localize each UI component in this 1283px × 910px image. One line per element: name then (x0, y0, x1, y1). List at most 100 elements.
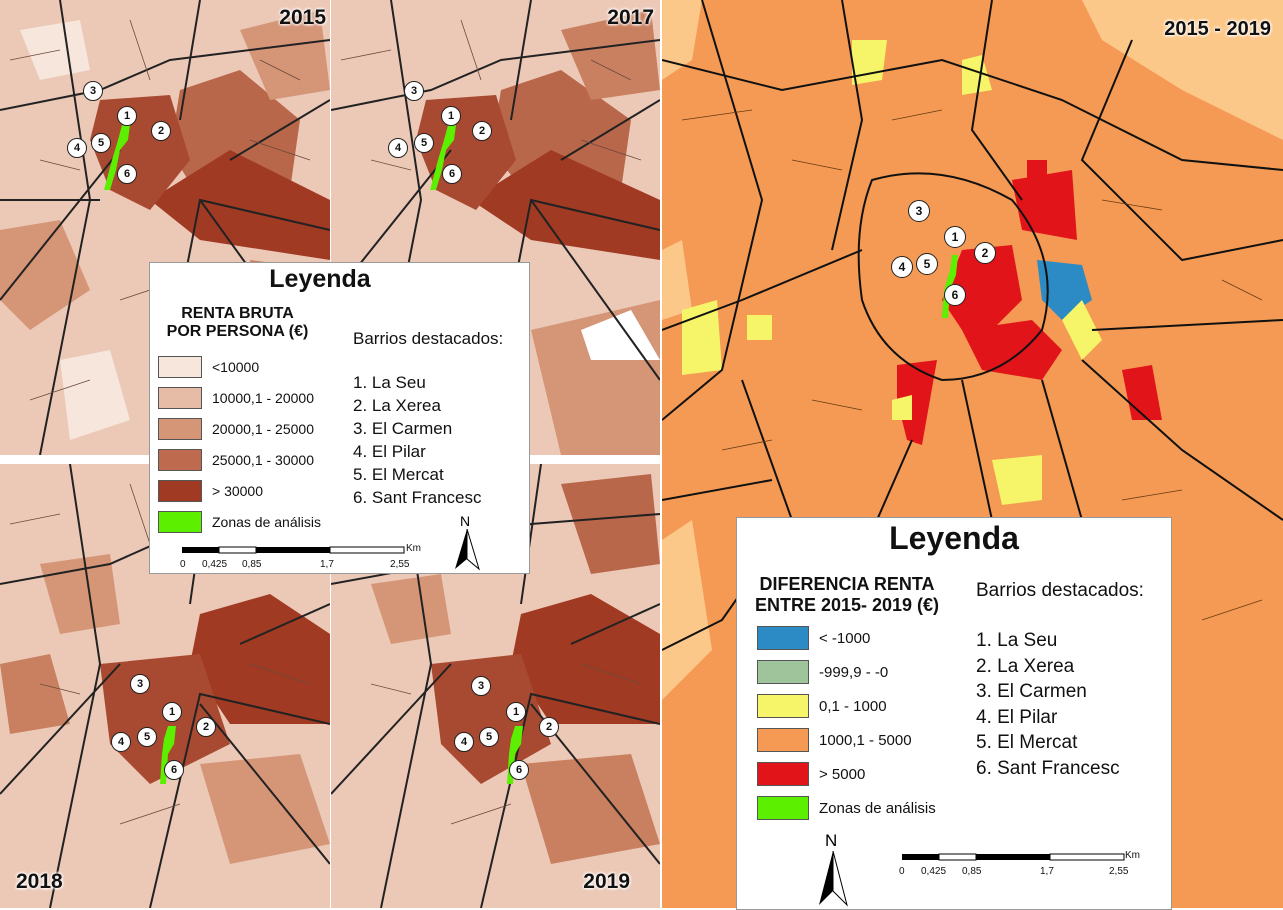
legend-swatch (158, 449, 202, 471)
legend-swatch (158, 418, 202, 440)
barrio-item: 3. El Carmen (976, 681, 1087, 702)
neighbourhood-marker-3: 3 (908, 200, 930, 222)
legend-class-row: 1000,1 - 5000 (757, 728, 912, 752)
legend-swatch (757, 728, 809, 752)
legend-swatch (158, 387, 202, 409)
scale-bar (182, 546, 405, 554)
legend-swatch (757, 626, 809, 650)
year-label-2017: 2017 (607, 6, 654, 29)
neighbourhood-marker-2: 2 (196, 717, 216, 737)
neighbourhood-marker-5: 5 (916, 253, 938, 275)
neighbourhood-marker-6: 6 (117, 164, 137, 184)
scale-bar (902, 853, 1125, 861)
legend-subtitle: RENTA BRUTA POR PERSONA (€) (150, 305, 325, 342)
scale-tick-0: 0 (180, 559, 186, 570)
legend-title: Leyenda (269, 265, 371, 293)
legend-class-row: 20000,1 - 25000 (158, 418, 314, 440)
legend-class-label: Zonas de análisis (819, 799, 936, 817)
neighbourhood-marker-4: 4 (388, 138, 408, 158)
legend-class-label: 25000,1 - 30000 (212, 452, 314, 468)
barrio-item: 6. Sant Francesc (976, 757, 1120, 779)
scale-unit: Km (1125, 850, 1140, 861)
legend-class-row: Zonas de análisis (158, 511, 321, 533)
neighbourhood-marker-2: 2 (974, 242, 996, 264)
legend-class-row: -999,9 - -0 (757, 660, 888, 684)
neighbourhood-marker-1: 1 (944, 226, 966, 248)
neighbourhood-marker-5: 5 (479, 727, 499, 747)
barrio-item: 2. La Xerea (976, 655, 1075, 677)
neighbourhood-marker-3: 3 (130, 674, 150, 694)
legend-class-row: > 5000 (757, 762, 865, 786)
legend-class-label: < -1000 (819, 629, 871, 647)
neighbourhood-marker-3: 3 (471, 676, 491, 696)
neighbourhood-marker-6: 6 (944, 284, 966, 306)
neighbourhood-marker-5: 5 (414, 133, 434, 153)
scale-tick-2: 0,85 (962, 866, 982, 877)
legend-title: Leyenda (889, 520, 1019, 556)
barrios-title: Barrios destacados: (353, 329, 504, 348)
legend-class-label: > 30000 (212, 483, 263, 499)
scale-tick-4: 2,55 (1109, 866, 1129, 877)
north-arrow-icon (455, 529, 480, 571)
legend-class-row: < -1000 (757, 626, 870, 650)
neighbourhood-marker-2: 2 (472, 121, 492, 141)
legend-swatch (757, 796, 809, 820)
legend-swatch (158, 511, 202, 533)
legend-class-label: 1000,1 - 5000 (819, 731, 912, 749)
legend-class-row: > 30000 (158, 480, 263, 502)
year-label-diff: 2015 - 2019 (1164, 18, 1271, 40)
legend-class-row: 10000,1 - 20000 (158, 387, 314, 409)
neighbourhood-marker-5: 5 (91, 133, 111, 153)
neighbourhood-marker-3: 3 (83, 81, 103, 101)
neighbourhood-marker-6: 6 (509, 760, 529, 780)
neighbourhood-marker-6: 6 (164, 760, 184, 780)
barrio-item: 2. La Xerea (353, 396, 441, 415)
scale-unit: Km (406, 543, 421, 554)
year-label-2019: 2019 (583, 870, 630, 893)
neighbourhood-marker-5: 5 (137, 727, 157, 747)
year-label-2015: 2015 (279, 6, 326, 29)
neighbourhood-marker-4: 4 (111, 732, 131, 752)
neighbourhood-marker-4: 4 (67, 138, 87, 158)
north-label: N (825, 831, 838, 850)
legend-swatch (158, 356, 202, 378)
neighbourhood-marker-1: 1 (506, 702, 526, 722)
legend-class-row: 25000,1 - 30000 (158, 449, 314, 471)
legend-class-label: > 5000 (819, 765, 866, 783)
north-arrow-icon (819, 851, 848, 907)
scale-tick-1: 0,425 (921, 866, 947, 877)
legend-subtitle: DIFERENCIA RENTA ENTRE 2015- 2019 (€) (737, 574, 957, 615)
legend-subtitle-line2: POR PERSONA (€) (166, 323, 309, 341)
legend-class-label: 20000,1 - 25000 (212, 421, 314, 437)
neighbourhood-marker-6: 6 (442, 164, 462, 184)
barrio-item: 1. La Seu (353, 373, 426, 392)
neighbourhood-marker-4: 4 (454, 732, 474, 752)
neighbourhood-marker-3: 3 (404, 81, 424, 101)
scale-tick-1: 0,425 (202, 559, 228, 570)
barrio-item: 3. El Carmen (353, 419, 453, 438)
legend-swatch (158, 480, 202, 502)
year-label-2018: 2018 (16, 870, 63, 893)
barrios-title: Barrios destacados: (976, 580, 1144, 601)
barrio-item: 4. El Pilar (353, 442, 426, 461)
legend-class-row: 0,1 - 1000 (757, 694, 887, 718)
neighbourhood-marker-4: 4 (891, 256, 913, 278)
legend-subtitle-line1: RENTA BRUTA (181, 305, 294, 322)
barrio-item: 1. La Seu (976, 630, 1058, 651)
barrio-item: 4. El Pilar (976, 706, 1058, 728)
north-arrow: N (815, 831, 851, 907)
map-2018 (0, 464, 330, 908)
scale-tick-4: 2,55 (390, 559, 410, 570)
scale-tick-2: 0,85 (242, 559, 262, 570)
scale-tick-0: 0 (899, 866, 905, 877)
neighbourhood-marker-2: 2 (151, 121, 171, 141)
legend-subtitle-line2: ENTRE 2015- 2019 (€) (754, 594, 940, 615)
legend-class-label: <10000 (212, 359, 260, 375)
legend-class-label: 0,1 - 1000 (819, 697, 887, 715)
neighbourhood-marker-2: 2 (539, 717, 559, 737)
scale-tick-3: 1,7 (320, 559, 334, 570)
neighbourhood-marker-1: 1 (162, 702, 182, 722)
legend-class-row: Zonas de análisis (757, 796, 936, 820)
legend-class-label: -999,9 - -0 (819, 663, 889, 681)
